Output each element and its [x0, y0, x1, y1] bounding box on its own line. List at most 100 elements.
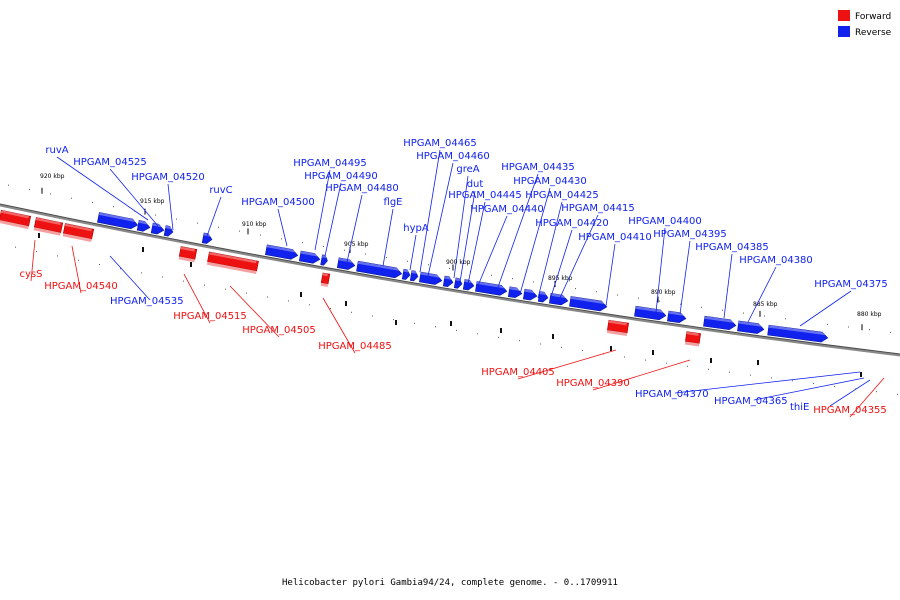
gene-arrow[interactable]	[178, 246, 198, 263]
gene-shine	[608, 320, 627, 326]
gene-labels: ruvA HPGAM_04525 HPGAM_04520 ruvC HPGAM_0450…	[20, 138, 888, 418]
gene-label[interactable]: HPGAM_04440	[470, 204, 544, 215]
gene-arrow[interactable]	[409, 270, 419, 282]
gene-arrow[interactable]	[62, 223, 95, 242]
minor-tick	[596, 291, 597, 293]
gene-leader-line	[799, 290, 852, 327]
scale-tick-label: 880 kbp	[857, 311, 882, 318]
gene-leader-line	[322, 297, 356, 354]
gene-label[interactable]: HPGAM_04515	[173, 311, 247, 322]
minor-tick	[533, 281, 534, 283]
gene-label[interactable]: HPGAM_04500	[241, 197, 315, 208]
gene-shape	[298, 250, 321, 264]
gene-label[interactable]: HPGAM_04400	[628, 216, 702, 227]
gene-arrow[interactable]	[298, 250, 321, 264]
gene-shine	[322, 272, 328, 277]
gene-label[interactable]: HPGAM_04430	[513, 176, 587, 187]
gene-label[interactable]: hypA	[403, 223, 429, 234]
gene-shape	[136, 219, 151, 232]
gene-arrow[interactable]	[320, 254, 329, 266]
gene-arrow[interactable]	[737, 320, 765, 334]
backbone-line	[0, 203, 900, 357]
gene-label[interactable]: ruvA	[45, 145, 68, 156]
minor-tick	[15, 246, 16, 248]
gene-label[interactable]: HPGAM_04535	[110, 296, 184, 307]
gene-label[interactable]: HPGAM_04525	[73, 157, 147, 168]
gene-shape	[62, 223, 95, 240]
gene-arrow[interactable]	[33, 217, 64, 236]
gene-label[interactable]: HPGAM_04420	[535, 218, 609, 229]
gene-arrow[interactable]	[537, 291, 549, 303]
gene-label[interactable]: HPGAM_04405	[481, 367, 555, 378]
minor-tick	[365, 253, 366, 255]
gene-label[interactable]: HPGAM_04370	[635, 389, 709, 400]
gene-label[interactable]: HPGAM_04410	[578, 232, 652, 243]
gene-arrow[interactable]	[206, 251, 259, 274]
gene-arrow[interactable]	[97, 212, 139, 230]
gene-label[interactable]: HPGAM_04490	[304, 171, 378, 182]
gene-arrow[interactable]	[356, 260, 403, 279]
legend-swatch	[838, 26, 850, 37]
gene-arrow[interactable]	[418, 271, 443, 286]
gene-leader-line	[183, 273, 211, 324]
gene-arrow[interactable]	[767, 324, 829, 343]
gene-label[interactable]: HPGAM_04425	[525, 190, 599, 201]
gene-label[interactable]: HPGAM_04495	[293, 158, 367, 169]
gene-label[interactable]: HPGAM_04355	[813, 405, 887, 416]
gene-label[interactable]: HPGAM_04390	[556, 378, 630, 389]
gene-arrow[interactable]	[453, 277, 463, 289]
figure-caption: Helicobacter pylori Gambia94/24, complet…	[282, 578, 618, 588]
gene-label[interactable]: HPGAM_04385	[695, 242, 769, 253]
gene-label[interactable]: HPGAM_04520	[131, 172, 205, 183]
gene-arrow[interactable]	[336, 257, 356, 271]
gene-arrow[interactable]	[606, 319, 629, 337]
gene-label[interactable]: HPGAM_04505	[242, 325, 316, 336]
gene-shape	[409, 270, 419, 282]
minor-tick	[29, 189, 30, 191]
gene-label[interactable]: HPGAM_04365	[714, 396, 788, 407]
gene-label[interactable]: HPGAM_04375	[814, 279, 888, 290]
gene-label[interactable]: flgE	[384, 197, 403, 208]
minor-tick	[155, 214, 156, 216]
gene-arrow[interactable]	[634, 305, 667, 321]
gene-label[interactable]: HPGAM_04380	[739, 255, 813, 266]
minor-tick	[435, 326, 436, 328]
gene-leader-line	[747, 266, 777, 323]
scale-tick-label: 895 kbp	[548, 275, 573, 282]
gene-label[interactable]: ruvC	[209, 185, 232, 196]
gene-arrow[interactable]	[684, 331, 701, 347]
gene-arrow[interactable]	[703, 315, 737, 331]
gene-label[interactable]: HPGAM_04460	[416, 151, 490, 162]
gene-arrow[interactable]	[136, 219, 151, 232]
gene-arrow[interactable]	[320, 272, 331, 287]
gene-arrow[interactable]	[569, 296, 608, 312]
gene-arrow[interactable]	[150, 222, 165, 235]
gene-arrow[interactable]	[401, 268, 411, 280]
minor-tick	[281, 238, 282, 240]
gene-label[interactable]: dut	[467, 179, 484, 190]
gene-arrow[interactable]	[548, 292, 569, 306]
minor-tick	[827, 323, 828, 325]
gene-label[interactable]: HPGAM_04485	[318, 341, 392, 352]
gene-arrow[interactable]	[522, 288, 538, 301]
gene-leader-line	[277, 208, 288, 247]
gene-label[interactable]: HPGAM_04395	[653, 229, 727, 240]
gene-arrow[interactable]	[507, 286, 523, 299]
gene-label[interactable]: HPGAM_04465	[403, 138, 477, 149]
gene-arrow[interactable]	[265, 244, 299, 261]
gene-shape	[320, 272, 331, 285]
gene-label[interactable]: HPGAM_04415	[561, 203, 635, 214]
gene-label[interactable]: cysS	[20, 269, 43, 280]
gene-arrow[interactable]	[163, 225, 174, 237]
gene-arrow[interactable]	[0, 209, 32, 230]
minor-tick	[561, 346, 562, 348]
gene-label[interactable]: greA	[456, 164, 479, 175]
gene-label[interactable]: HPGAM_04445	[448, 190, 522, 201]
gene-arrow[interactable]	[442, 275, 454, 287]
gene-label[interactable]: HPGAM_04480	[325, 183, 399, 194]
gene-shine	[180, 246, 195, 252]
gene-arrow[interactable]	[667, 310, 687, 323]
gene-label[interactable]: HPGAM_04540	[44, 281, 118, 292]
gene-label[interactable]: thiE	[790, 402, 809, 413]
gene-label[interactable]: HPGAM_04435	[501, 162, 575, 173]
